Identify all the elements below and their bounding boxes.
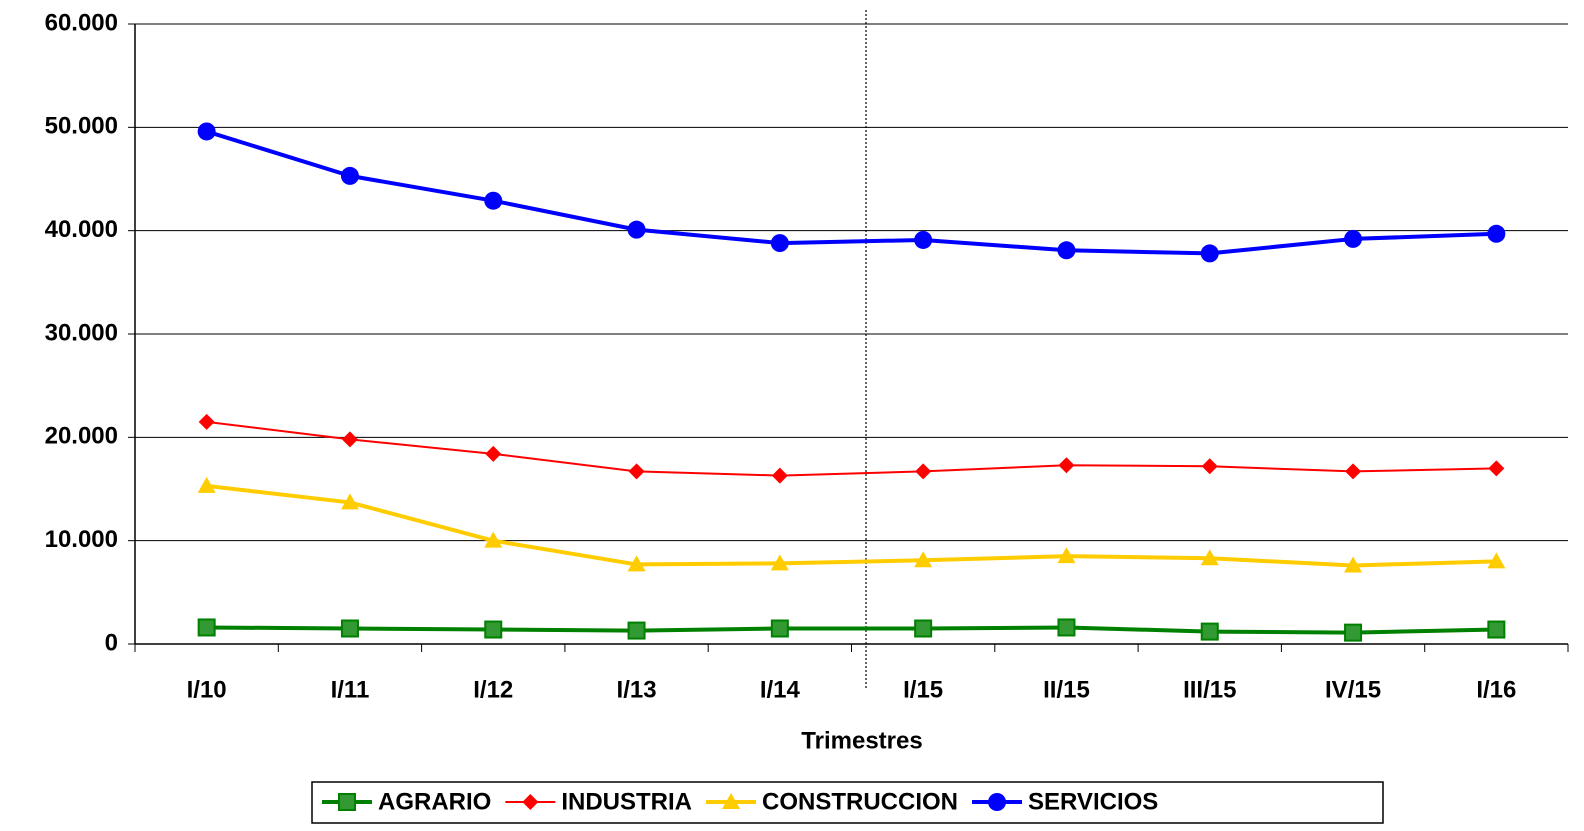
marker <box>914 551 933 568</box>
marker <box>1488 460 1505 477</box>
marker <box>988 793 1007 811</box>
marker <box>1057 618 1076 637</box>
x-tick-label: I/14 <box>760 676 801 703</box>
marker <box>340 493 359 510</box>
marker <box>1057 241 1076 260</box>
marker <box>338 793 356 811</box>
marker <box>1058 457 1075 474</box>
marker <box>1201 458 1218 475</box>
x-tick-label: I/13 <box>617 676 657 703</box>
y-tick-label: 10.000 <box>45 526 118 553</box>
marker <box>1057 547 1076 564</box>
y-tick-label: 40.000 <box>45 216 118 243</box>
legend-label: AGRARIO <box>378 788 491 815</box>
series-line <box>206 483 1497 568</box>
x-axis-title: Trimestres <box>801 727 922 754</box>
x-tick-label: I/16 <box>1476 676 1516 703</box>
marker <box>770 234 789 253</box>
series-line <box>206 420 1497 477</box>
marker <box>627 621 646 640</box>
legend-box <box>311 781 1384 824</box>
y-tick-label: 50.000 <box>45 113 118 140</box>
marker <box>1344 623 1363 642</box>
marker <box>1344 556 1363 573</box>
legend-label: INDUSTRIA <box>561 788 692 815</box>
y-tick-label: 30.000 <box>45 319 118 346</box>
marker <box>198 413 215 430</box>
marker <box>627 220 646 239</box>
marker <box>628 463 645 480</box>
marker <box>340 619 359 638</box>
x-tick-label: III/15 <box>1183 676 1236 703</box>
x-tick-label: I/15 <box>903 676 943 703</box>
marker <box>522 794 539 810</box>
x-tick-label: I/11 <box>331 676 370 703</box>
marker <box>914 230 933 249</box>
marker <box>1200 549 1219 566</box>
marker <box>770 619 789 638</box>
marker <box>340 166 359 185</box>
marker <box>341 431 358 448</box>
x-tick-label: I/12 <box>473 676 513 703</box>
marker <box>722 793 741 809</box>
marker <box>1487 552 1506 569</box>
legend-label: SERVICIOS <box>1028 788 1158 815</box>
marker <box>1345 463 1362 480</box>
marker <box>770 554 789 571</box>
y-tick-label: 0 <box>105 629 118 656</box>
series-line <box>206 129 1497 256</box>
marker <box>197 122 216 141</box>
marker <box>484 191 503 210</box>
marker <box>771 467 788 484</box>
x-tick-label: II/15 <box>1043 676 1090 703</box>
marker <box>1200 244 1219 263</box>
marker <box>1344 229 1363 248</box>
marker <box>914 619 933 638</box>
marker <box>1487 224 1506 243</box>
marker <box>1200 622 1219 641</box>
x-tick-label: IV/15 <box>1325 676 1381 703</box>
legend-label: CONSTRUCCION <box>762 788 958 815</box>
marker <box>197 618 216 637</box>
marker <box>1487 620 1506 639</box>
marker <box>484 620 503 639</box>
marker <box>197 476 216 493</box>
y-tick-label: 20.000 <box>45 423 118 450</box>
marker <box>485 445 502 462</box>
marker <box>627 555 646 572</box>
y-tick-label: 60.000 <box>45 9 118 36</box>
x-tick-label: I/10 <box>187 676 227 703</box>
marker <box>484 531 503 548</box>
marker <box>915 463 932 480</box>
series-line <box>206 625 1497 635</box>
